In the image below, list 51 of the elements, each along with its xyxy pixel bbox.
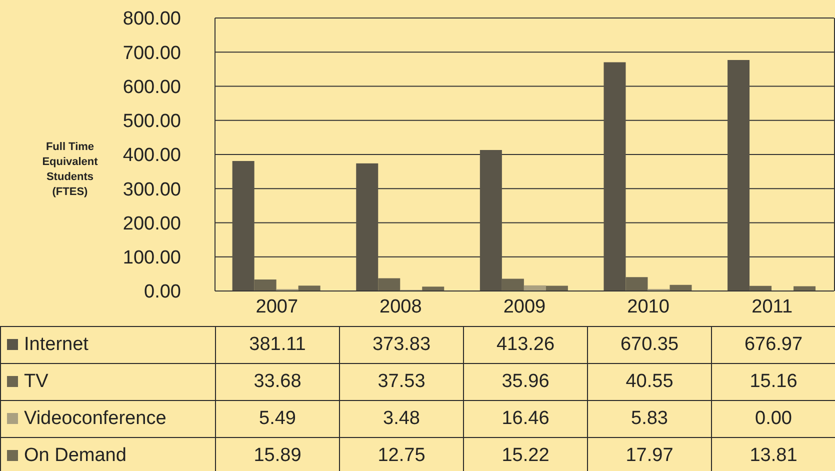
x-tick-label: 2010 bbox=[627, 296, 670, 318]
legend-label: TV bbox=[0, 364, 216, 400]
data-label: 17.97 bbox=[588, 438, 712, 471]
bar bbox=[728, 60, 750, 291]
data-label: 0.00 bbox=[712, 400, 835, 438]
data-label: 3.48 bbox=[340, 400, 464, 438]
bar bbox=[480, 150, 502, 291]
data-label: 676.97 bbox=[712, 326, 835, 364]
bar bbox=[422, 286, 444, 291]
y-tick-label: 800.00 bbox=[122, 8, 181, 30]
data-label: 15.16 bbox=[712, 364, 835, 400]
data-label: 5.83 bbox=[588, 400, 712, 438]
data-label: 40.55 bbox=[588, 364, 712, 400]
x-tick-label: 2007 bbox=[256, 296, 298, 318]
bar bbox=[298, 286, 320, 291]
y-tick-label: 0.00 bbox=[144, 282, 181, 303]
bar bbox=[502, 278, 524, 291]
bar bbox=[670, 284, 692, 291]
data-label: 12.75 bbox=[340, 438, 464, 471]
data-label: 5.49 bbox=[216, 400, 340, 438]
data-label: 13.81 bbox=[712, 438, 835, 471]
y-tick-label: 500.00 bbox=[122, 111, 181, 132]
x-tick-label: 2009 bbox=[503, 296, 546, 318]
y-tick-label: 600.00 bbox=[122, 76, 181, 98]
y-axis-title: Full Time Equivalent Students (FTES) bbox=[41, 140, 99, 200]
bar bbox=[254, 280, 276, 291]
x-tick-label: 2008 bbox=[380, 296, 422, 318]
data-label: 381.11 bbox=[216, 326, 340, 364]
legend-label: Internet bbox=[0, 326, 216, 364]
data-label: 670.35 bbox=[588, 326, 712, 364]
data-label: 33.68 bbox=[216, 364, 340, 400]
legend-label: Videoconference bbox=[0, 400, 216, 438]
data-label: 413.26 bbox=[464, 326, 588, 364]
legend-label: On Demand bbox=[0, 438, 216, 471]
data-label: 15.89 bbox=[216, 438, 340, 471]
data-label: 35.96 bbox=[464, 364, 588, 400]
data-label: 15.22 bbox=[464, 438, 588, 471]
x-tick-label: 2011 bbox=[752, 296, 793, 318]
y-tick-label: 400.00 bbox=[122, 145, 181, 166]
y-tick-label: 300.00 bbox=[122, 179, 181, 200]
y-tick-label: 100.00 bbox=[122, 248, 181, 269]
bar bbox=[604, 62, 626, 291]
bar bbox=[232, 160, 254, 291]
data-label: 37.53 bbox=[340, 364, 464, 400]
bar bbox=[626, 277, 648, 291]
bar bbox=[356, 163, 378, 291]
data-label: 373.83 bbox=[340, 326, 464, 364]
data-label: 16.46 bbox=[464, 400, 588, 438]
bar bbox=[378, 278, 400, 291]
y-tick-label: 200.00 bbox=[122, 213, 181, 234]
y-tick-label: 700.00 bbox=[122, 42, 181, 64]
